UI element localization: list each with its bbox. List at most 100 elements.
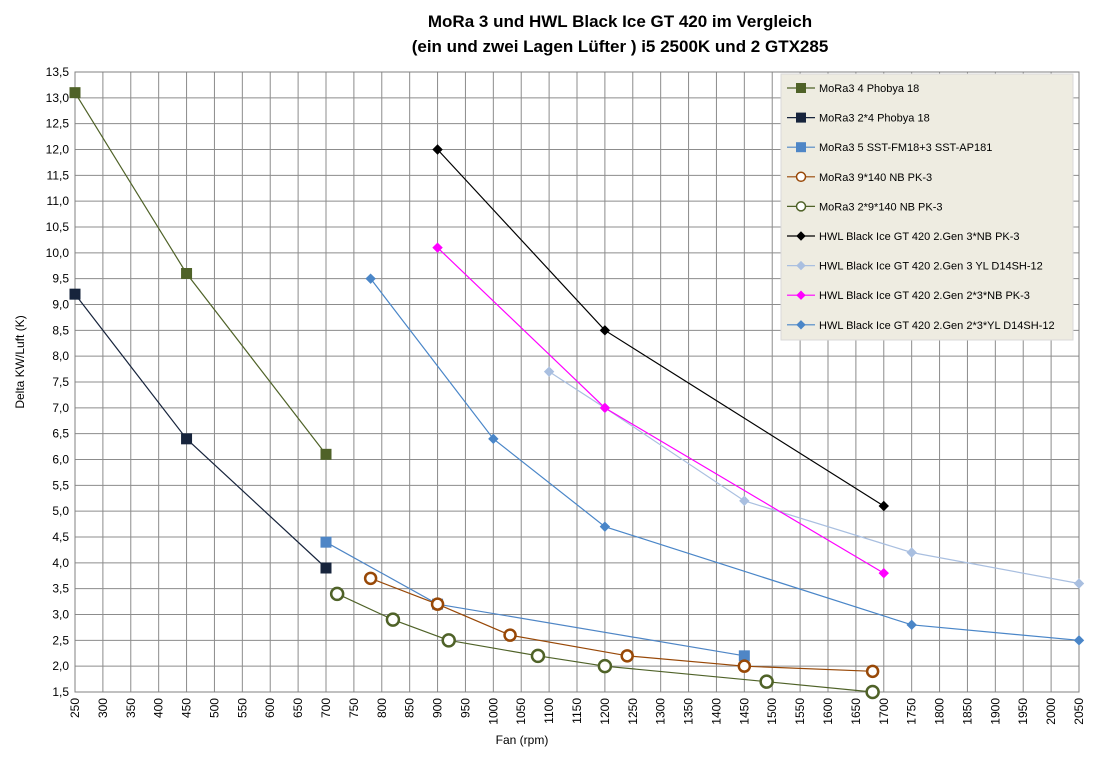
y-tick-label: 11,5 (47, 168, 70, 182)
x-tick-label: 1400 (709, 698, 723, 725)
marker-diamond (599, 402, 611, 414)
x-tick-label: 1250 (626, 698, 640, 725)
marker-diamond (906, 619, 917, 631)
series-2 (69, 288, 332, 574)
x-tick-label: 1300 (654, 698, 668, 725)
series-1 (69, 87, 332, 460)
marker-circle (795, 171, 807, 183)
legend-box (780, 73, 1074, 341)
marker-square (181, 268, 193, 279)
marker-circle (430, 597, 445, 611)
legend-label: MoRa3 4 Phobya 18 (819, 83, 919, 95)
x-tick-label: 850 (403, 698, 417, 718)
x-tick-label: 1950 (1016, 698, 1030, 725)
marker-diamond (878, 567, 889, 579)
marker-diamond (906, 547, 917, 558)
grid (74, 71, 1080, 693)
y-tick-label: 7,5 (52, 375, 69, 389)
y-tick-label: 4,0 (52, 556, 69, 570)
marker-square (320, 448, 332, 460)
y-axis-label: Delta KW/Luft (K) (13, 315, 27, 408)
y-tick-label: 7,0 (52, 401, 69, 415)
marker-diamond (488, 433, 499, 445)
marker-square (738, 650, 750, 662)
y-tick-label: 3,5 (52, 582, 69, 596)
x-tick-label: 350 (124, 698, 138, 718)
x-tick-label: 300 (96, 698, 110, 718)
marker-circle (363, 571, 378, 586)
marker-diamond (599, 325, 611, 336)
y-tick-label: 12,5 (46, 117, 70, 131)
series-6 (432, 144, 889, 512)
legend-label: HWL Black Ice GT 420 2.Gen 2*3*YL D14SH-… (819, 320, 1055, 332)
x-tick-label: 1500 (765, 698, 779, 725)
legend-item: HWL Black Ice GT 420 2.Gen 2*3*YL D14SH-… (787, 320, 1055, 332)
legend-item: MoRa3 4 Phobya 18 (787, 83, 919, 95)
y-tick-label: 13,5 (46, 65, 70, 79)
series-9 (365, 273, 1085, 646)
marker-square (181, 433, 193, 445)
x-tick-label: 500 (207, 698, 221, 718)
marker-square (796, 83, 806, 93)
x-tick-label: 550 (235, 698, 249, 718)
x-tick-label: 400 (152, 698, 166, 718)
y-tick-label: 2,0 (52, 659, 69, 673)
marker-circle (737, 659, 752, 673)
y-tick-label: 12,0 (46, 143, 70, 157)
marker-circle (503, 628, 517, 642)
x-tick-label: 900 (431, 698, 445, 718)
series-layer (69, 87, 1085, 700)
x-tick-label: 800 (375, 698, 389, 718)
series-8 (432, 242, 889, 579)
y-tick-label: 8,5 (52, 323, 69, 337)
marker-circle (865, 664, 880, 679)
x-tick-label: 1100 (542, 698, 556, 724)
x-tick-label: 250 (68, 698, 82, 718)
x-tick-label: 2000 (1044, 698, 1058, 725)
legend-label: MoRa3 9*140 NB PK-3 (819, 172, 932, 184)
y-tick-label: 13,0 (46, 91, 70, 105)
series-line (370, 577, 873, 672)
x-tick-label: 1450 (737, 698, 751, 725)
x-tick-label: 1000 (486, 698, 500, 725)
x-tick-label: 1650 (849, 698, 863, 725)
y-tick-label: 2,5 (52, 633, 69, 647)
marker-diamond (796, 320, 806, 330)
x-tick-label: 750 (347, 698, 361, 718)
legend-label: MoRa3 2*4 Phobya 18 (819, 113, 930, 125)
marker-diamond (432, 144, 443, 155)
x-tick-label: 1050 (514, 698, 528, 725)
y-tick-label: 6,5 (52, 427, 69, 441)
marker-diamond (432, 242, 443, 253)
y-tick-label: 5,5 (52, 478, 69, 492)
marker-circle (865, 684, 880, 700)
x-tick-label: 950 (458, 698, 472, 718)
marker-diamond (878, 500, 889, 512)
marker-square (320, 536, 332, 548)
marker-square (69, 288, 81, 300)
x-tick-label: 1700 (877, 698, 891, 725)
marker-diamond (739, 495, 750, 507)
y-tick-label: 6,0 (52, 453, 69, 467)
marker-circle (385, 612, 401, 627)
chart-title: MoRa 3 und HWL Black Ice GT 420 im Vergl… (428, 12, 812, 31)
x-tick-label: 450 (180, 698, 194, 718)
marker-circle (597, 658, 613, 674)
marker-diamond (796, 231, 806, 241)
legend-label: MoRa3 5 SST-FM18+3 SST-AP181 (819, 142, 992, 154)
legend: MoRa3 4 Phobya 18 MoRa3 2*4 Phobya 18 MoRa… (780, 73, 1074, 341)
y-tick-label: 8,0 (52, 349, 69, 363)
y-tick-label: 5,0 (52, 504, 69, 518)
y-tick-label: 9,5 (52, 272, 69, 286)
legend-item: MoRa3 2*4 Phobya 18 (787, 112, 930, 125)
marker-diamond (796, 260, 806, 271)
y-tick-label: 10,5 (46, 220, 70, 234)
legend-item: HWL Black Ice GT 420 2.Gen 3*NB PK-3 (787, 231, 1020, 243)
marker-circle (441, 633, 456, 648)
marker-diamond (365, 273, 376, 284)
legend-label: HWL Black Ice GT 420 2.Gen 3 YL D14SH-12 (819, 261, 1043, 273)
y-tick-label: 10,0 (46, 246, 70, 260)
legend-label: MoRa3 2*9*140 NB PK-3 (819, 201, 943, 213)
x-tick-label: 1150 (570, 698, 584, 724)
x-tick-label: 1850 (960, 698, 974, 725)
